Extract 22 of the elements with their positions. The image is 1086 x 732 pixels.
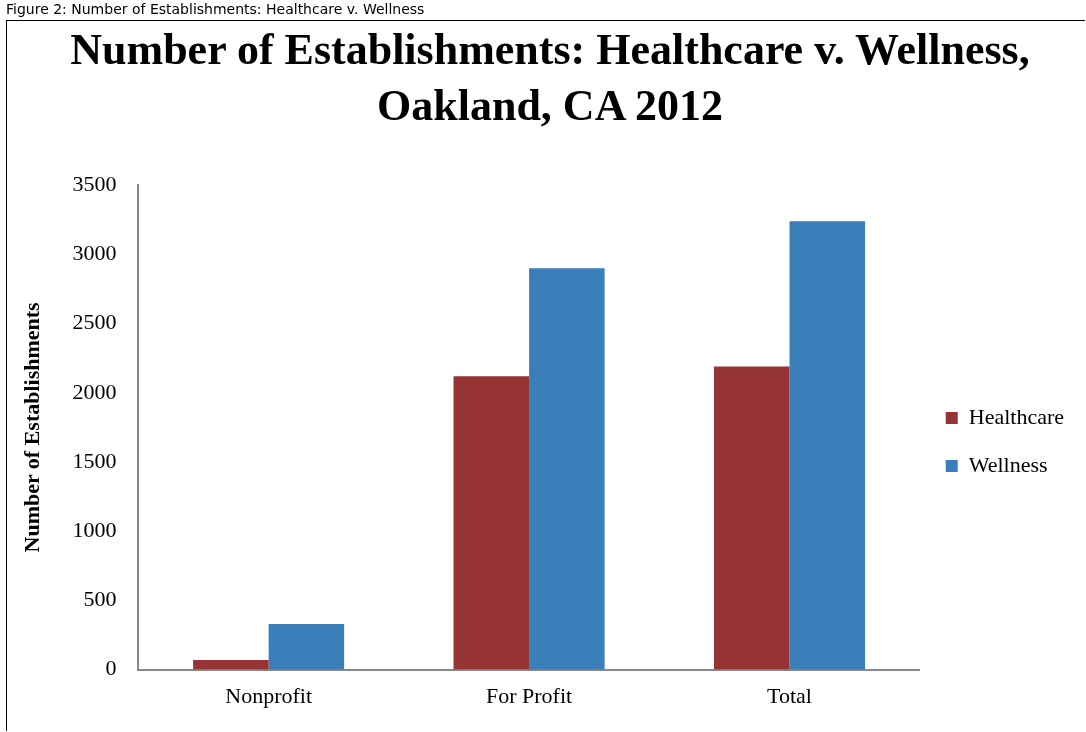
- y-tick-label: 2000: [72, 378, 117, 404]
- x-tick-label: Total: [767, 682, 812, 708]
- caption: Figure 2: Number of Establishments: Healthcare v. Wellness: [6, 0, 425, 18]
- y-tick-label: 0: [105, 655, 117, 681]
- chart-title: Number of Establishments: Healthcare v. Wellness, Oakland, CA 2012: [69, 24, 1031, 132]
- y-tick-label: 1500: [72, 447, 117, 473]
- y-tick-label: 3000: [72, 240, 117, 266]
- bar: [453, 376, 530, 670]
- y-tick-label: 500: [83, 586, 117, 612]
- bar: [713, 366, 790, 670]
- bar: [529, 268, 605, 670]
- y-axis-title: Number of Establishments: [18, 301, 44, 553]
- legend-label: Wellness: [968, 451, 1048, 477]
- legend-label: Healthcare: [968, 403, 1064, 429]
- y-tick-label: 1000: [72, 516, 117, 542]
- bar: [789, 221, 866, 670]
- x-tick-label: For Profit: [485, 682, 573, 708]
- y-tick-label: 3500: [72, 170, 117, 196]
- x-tick-label: Nonprofit: [225, 682, 313, 708]
- bar: [193, 659, 269, 670]
- y-tick-label: 2500: [72, 309, 117, 335]
- bar: [268, 623, 345, 670]
